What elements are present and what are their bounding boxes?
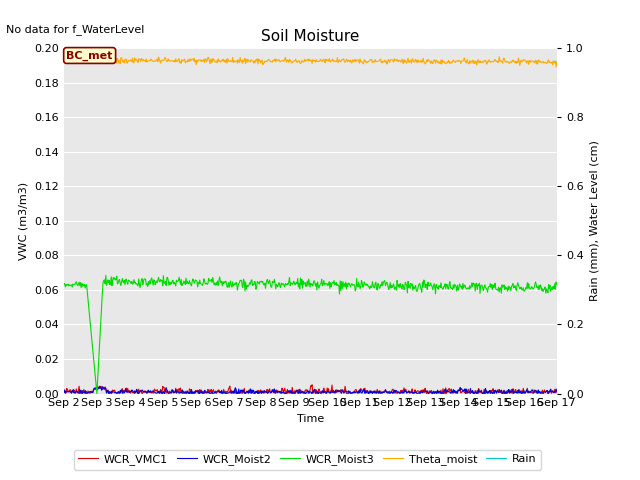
Rain [60, 391, 68, 396]
Rain [170, 391, 177, 396]
Text: No data for f_WaterLevel: No data for f_WaterLevel [6, 24, 145, 35]
WCR_Moist2 [69, 387, 77, 393]
WCR_Moist2 [371, 390, 379, 396]
WCR_Moist3 [121, 282, 129, 288]
WCR_VMC1 [170, 389, 178, 395]
Theta_moist [385, 57, 393, 63]
WCR_Moist2 [170, 390, 178, 396]
Line: WCR_Moist2: WCR_Moist2 [64, 386, 557, 394]
Y-axis label: VWC (m3/m3): VWC (m3/m3) [19, 182, 29, 260]
Legend: WCR_VMC1, WCR_Moist2, WCR_Moist3, Theta_moist, Rain: WCR_VMC1, WCR_Moist2, WCR_Moist3, Theta_… [74, 450, 541, 469]
X-axis label: Time: Time [297, 414, 324, 424]
Theta_moist [60, 56, 68, 62]
WCR_VMC1 [119, 391, 127, 396]
WCR_Moist3 [171, 281, 179, 287]
WCR_VMC1 [386, 388, 394, 394]
WCR_Moist2 [247, 391, 255, 396]
WCR_VMC1 [69, 389, 77, 395]
WCR_Moist2 [60, 389, 68, 395]
WCR_VMC1 [308, 382, 316, 388]
Theta_moist [120, 60, 128, 66]
WCR_VMC1 [371, 390, 379, 396]
WCR_Moist2 [553, 389, 561, 395]
Theta_moist [170, 58, 178, 63]
WCR_Moist3 [69, 281, 77, 287]
WCR_Moist3 [93, 391, 100, 396]
Rain [553, 391, 561, 396]
WCR_Moist3 [60, 281, 68, 287]
WCR_Moist2 [120, 390, 128, 396]
WCR_VMC1 [120, 389, 128, 395]
Theta_moist [371, 59, 378, 65]
WCR_Moist3 [386, 283, 394, 289]
Theta_moist [552, 64, 560, 70]
WCR_VMC1 [553, 387, 561, 393]
WCR_VMC1 [196, 388, 204, 394]
Title: Soil Moisture: Soil Moisture [261, 29, 360, 44]
WCR_VMC1 [60, 389, 68, 395]
Rain [69, 391, 77, 396]
WCR_Moist3 [102, 273, 109, 278]
Line: Theta_moist: Theta_moist [64, 56, 557, 67]
Theta_moist [69, 58, 77, 63]
Line: WCR_Moist3: WCR_Moist3 [64, 276, 557, 394]
WCR_Moist2 [196, 388, 204, 394]
WCR_Moist3 [371, 281, 379, 287]
Text: BC_met: BC_met [67, 50, 113, 60]
WCR_Moist2 [386, 390, 394, 396]
Rain [120, 391, 127, 396]
WCR_Moist3 [197, 281, 205, 287]
Theta_moist [553, 59, 561, 64]
Theta_moist [196, 57, 204, 63]
Y-axis label: Rain (mm), Water Level (cm): Rain (mm), Water Level (cm) [589, 140, 599, 301]
WCR_Moist3 [553, 281, 561, 287]
Theta_moist [93, 53, 101, 59]
Line: WCR_VMC1: WCR_VMC1 [64, 385, 557, 394]
Rain [385, 391, 392, 396]
Rain [370, 391, 378, 396]
Rain [196, 391, 204, 396]
WCR_Moist2 [96, 384, 104, 389]
